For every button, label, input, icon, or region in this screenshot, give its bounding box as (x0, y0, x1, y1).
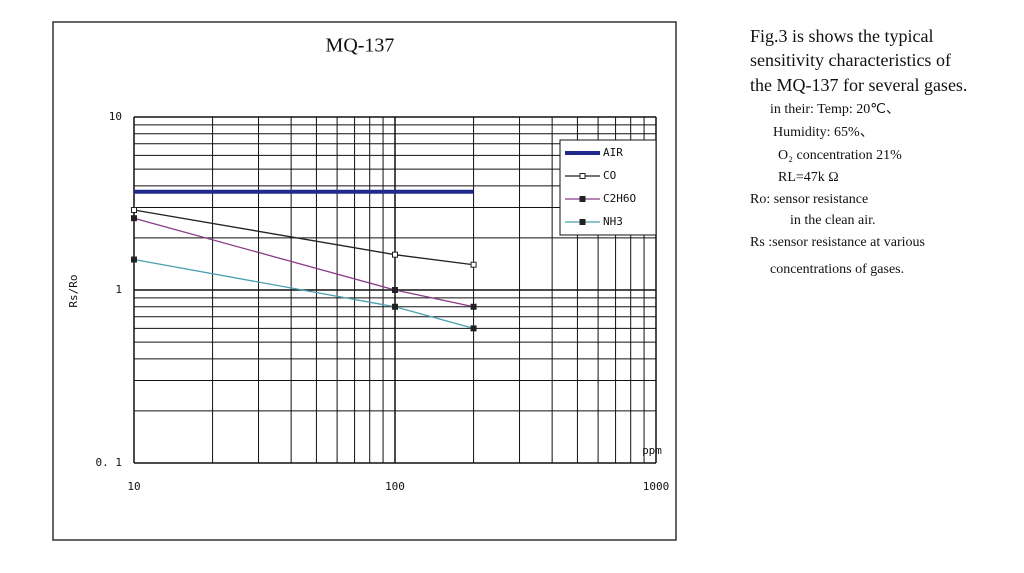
series-line (133, 258, 474, 330)
x-tick-label: 10 (127, 480, 140, 493)
y-axis-label: Rs/Ro (67, 274, 80, 307)
legend-marker (579, 173, 586, 179)
point-marker (131, 207, 137, 214)
legend-marker (579, 196, 586, 202)
caption-line: sensitivity characteristics of (750, 50, 951, 70)
legend-label: NH3 (603, 215, 623, 228)
point-marker (392, 251, 398, 258)
point-marker (131, 256, 137, 263)
point-marker (470, 325, 477, 332)
legend-box (559, 139, 657, 236)
caption-line: Ro: sensor resistance (750, 192, 868, 207)
caption-line: in the clean air. (790, 213, 876, 228)
y-tick-label: 10 (109, 110, 122, 123)
x-tick-label: 100 (385, 480, 405, 493)
y-tick-label: 0. 1 (96, 456, 123, 469)
caption-line: in their: Temp: 20℃、 (770, 102, 900, 117)
caption-line: Humidity: 65%、 (773, 125, 874, 140)
point-marker (131, 215, 137, 222)
x-tick-label: 1000 (643, 480, 670, 493)
caption-line: concentrations of gases. (770, 262, 904, 277)
legend-marker (579, 219, 586, 225)
point-marker (470, 303, 477, 310)
series-line (133, 209, 474, 266)
caption-line: Rs :sensor resistance at various (750, 235, 925, 250)
y-tick-label: 1 (115, 283, 122, 296)
x-axis-label: ppm (642, 444, 662, 457)
point-marker (470, 261, 477, 268)
legend-label: C2H6O (603, 192, 636, 205)
chart-title: MQ-137 (326, 35, 395, 57)
chart-frame (52, 21, 677, 541)
caption-line: O₂ concentration 21% (778, 148, 902, 163)
legend-label: AIR (603, 146, 623, 159)
caption-line: the MQ-137 for several gases. (750, 75, 967, 95)
series-line (133, 217, 474, 308)
point-marker (392, 303, 398, 310)
point-marker (392, 287, 398, 293)
caption-line: Fig.3 is shows the typical (750, 26, 934, 46)
caption-line: RL=47k Ω (778, 170, 839, 185)
legend-label: CO (603, 169, 616, 182)
